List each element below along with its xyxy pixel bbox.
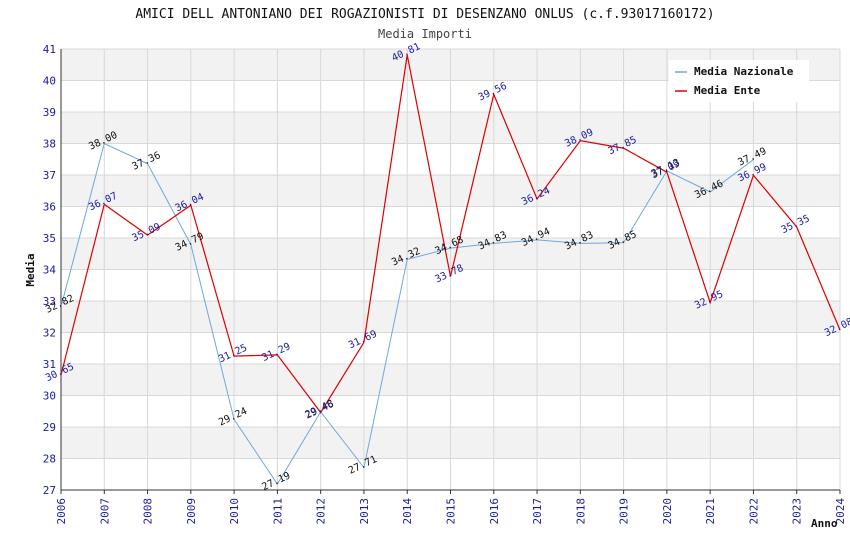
x-tick-2016: 2016	[488, 498, 501, 525]
x-tick-2013: 2013	[358, 498, 371, 525]
data-label-nazionale-2010: 29.24	[217, 406, 249, 429]
x-tick-2012: 2012	[315, 498, 328, 525]
data-label-ente-2012: 29.46	[304, 399, 336, 422]
data-label-nazionale-2008: 37.36	[131, 150, 163, 173]
y-tick-31: 31	[43, 358, 56, 371]
y-tick-34: 34	[43, 264, 57, 277]
legend-label-media-nazionale: Media Nazionale	[694, 65, 794, 78]
y-tick-29: 29	[43, 421, 56, 434]
y-tick-28: 28	[43, 453, 56, 466]
series-line-media-ente	[60, 54, 841, 414]
y-tick-30: 30	[43, 390, 56, 403]
y-tick-38: 38	[43, 138, 56, 151]
y-tick-39: 39	[43, 106, 56, 119]
x-tick-2022: 2022	[747, 498, 760, 525]
legend-label-media-ente: Media Ente	[694, 84, 761, 97]
y-tick-33: 33	[43, 295, 56, 308]
series-line-media-nazionale	[60, 142, 754, 485]
series-lines	[60, 54, 841, 485]
y-tick-37: 37	[43, 169, 56, 182]
tick-labels: 27 28 29 30 31 32 33 34 35 36 37 38 39 40 41 2006 2007 20…	[43, 43, 847, 525]
x-tick-2020: 2020	[661, 498, 674, 525]
chart-subtitle: Media Importi	[378, 27, 472, 41]
y-tick-35: 35	[43, 232, 56, 245]
x-tick-2007: 2007	[98, 498, 111, 525]
chart-title: AMICI DELL ANTONIANO DEI ROGAZIONISTI DI…	[135, 7, 714, 22]
x-tick-2024: 2024	[834, 498, 847, 525]
x-tick-2017: 2017	[531, 498, 544, 525]
data-label-ente-2023: 35.35	[780, 213, 812, 236]
x-tick-2018: 2018	[574, 498, 587, 525]
legend-box	[669, 60, 809, 102]
axes	[60, 49, 841, 494]
y-tick-32: 32	[43, 327, 56, 340]
x-tick-2010: 2010	[228, 498, 241, 525]
y-axis-label: Media	[24, 253, 37, 286]
x-axis-label: Anno	[811, 517, 838, 530]
x-tick-2008: 2008	[142, 498, 155, 525]
y-tick-41: 41	[43, 43, 56, 56]
legend: Media Nazionale Media Ente	[669, 60, 809, 102]
x-tick-2023: 2023	[791, 498, 804, 525]
x-tick-2011: 2011	[271, 498, 284, 525]
x-tick-2019: 2019	[618, 498, 631, 525]
data-label-ente-2010: 31.25	[217, 343, 249, 366]
data-label-ente-2011: 31.29	[260, 341, 292, 364]
x-tick-2015: 2015	[445, 498, 458, 525]
y-tick-40: 40	[43, 75, 56, 88]
x-tick-2021: 2021	[704, 498, 717, 525]
y-tick-27: 27	[43, 484, 56, 497]
x-tick-2006: 2006	[55, 498, 68, 525]
x-tick-2014: 2014	[401, 498, 414, 525]
y-tick-36: 36	[43, 201, 56, 214]
x-tick-2009: 2009	[185, 498, 198, 525]
